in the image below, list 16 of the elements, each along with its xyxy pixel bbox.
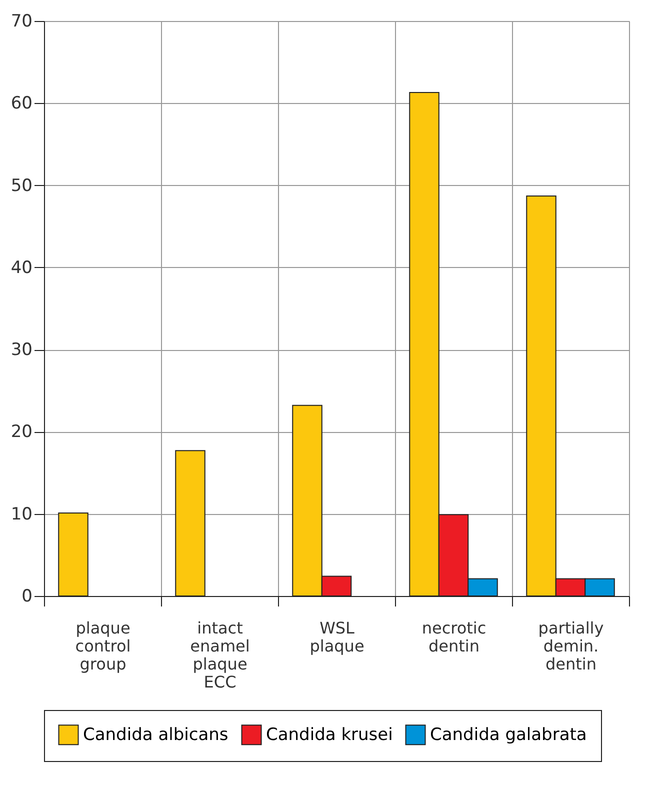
legend-label: Candida galabrata bbox=[430, 724, 587, 745]
x-tick-label: WSL plaque bbox=[310, 618, 364, 656]
legend-label: Candida krusei bbox=[266, 724, 393, 745]
legend-label: Candida albicans bbox=[83, 724, 228, 745]
y-tick-label: 40 bbox=[10, 258, 32, 278]
y-tick-label: 20 bbox=[10, 422, 32, 442]
x-tick-label: plaque control group bbox=[75, 618, 131, 674]
y-tick-label: 70 bbox=[10, 12, 32, 32]
x-tick-label: necrotic dentin bbox=[422, 618, 486, 656]
x-tick-label: partially demin. dentin bbox=[538, 618, 604, 674]
y-tick-label: 50 bbox=[10, 176, 32, 196]
y-tick-label: 0 bbox=[22, 586, 32, 606]
y-tick-label: 10 bbox=[10, 504, 32, 524]
y-tick-label: 60 bbox=[10, 94, 32, 114]
x-tick-label: intact enamel plaque ECC bbox=[190, 618, 250, 692]
y-tick-label: 30 bbox=[10, 340, 32, 360]
